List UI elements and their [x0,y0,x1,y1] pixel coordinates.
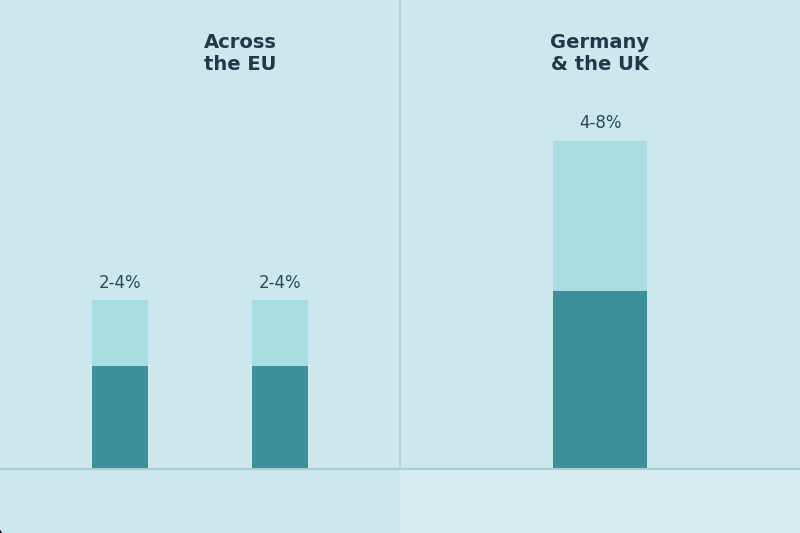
Bar [92,300,148,366]
Text: 4-8%: 4-8% [578,114,622,132]
Bar [554,141,646,291]
Bar [92,366,148,469]
Bar [252,366,308,469]
Bar [252,300,308,366]
Bar [554,291,646,469]
Text: Germany
& the UK: Germany & the UK [550,33,650,74]
Text: 2-4%: 2-4% [98,274,142,292]
Text: 2-4%: 2-4% [258,274,302,292]
Text: Across
the EU: Across the EU [203,33,277,74]
